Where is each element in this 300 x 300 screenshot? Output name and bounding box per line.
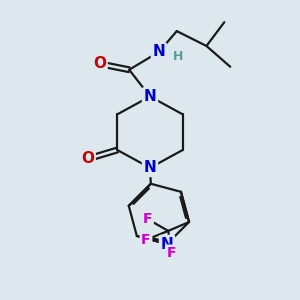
Text: N: N bbox=[144, 160, 156, 175]
Text: O: O bbox=[81, 152, 94, 166]
Text: F: F bbox=[167, 246, 176, 260]
Text: O: O bbox=[93, 56, 106, 71]
Text: F: F bbox=[143, 212, 152, 226]
Text: N: N bbox=[160, 236, 173, 251]
Text: F: F bbox=[141, 233, 151, 247]
Text: H: H bbox=[173, 50, 183, 63]
Text: N: N bbox=[152, 44, 165, 59]
Text: N: N bbox=[144, 89, 156, 104]
